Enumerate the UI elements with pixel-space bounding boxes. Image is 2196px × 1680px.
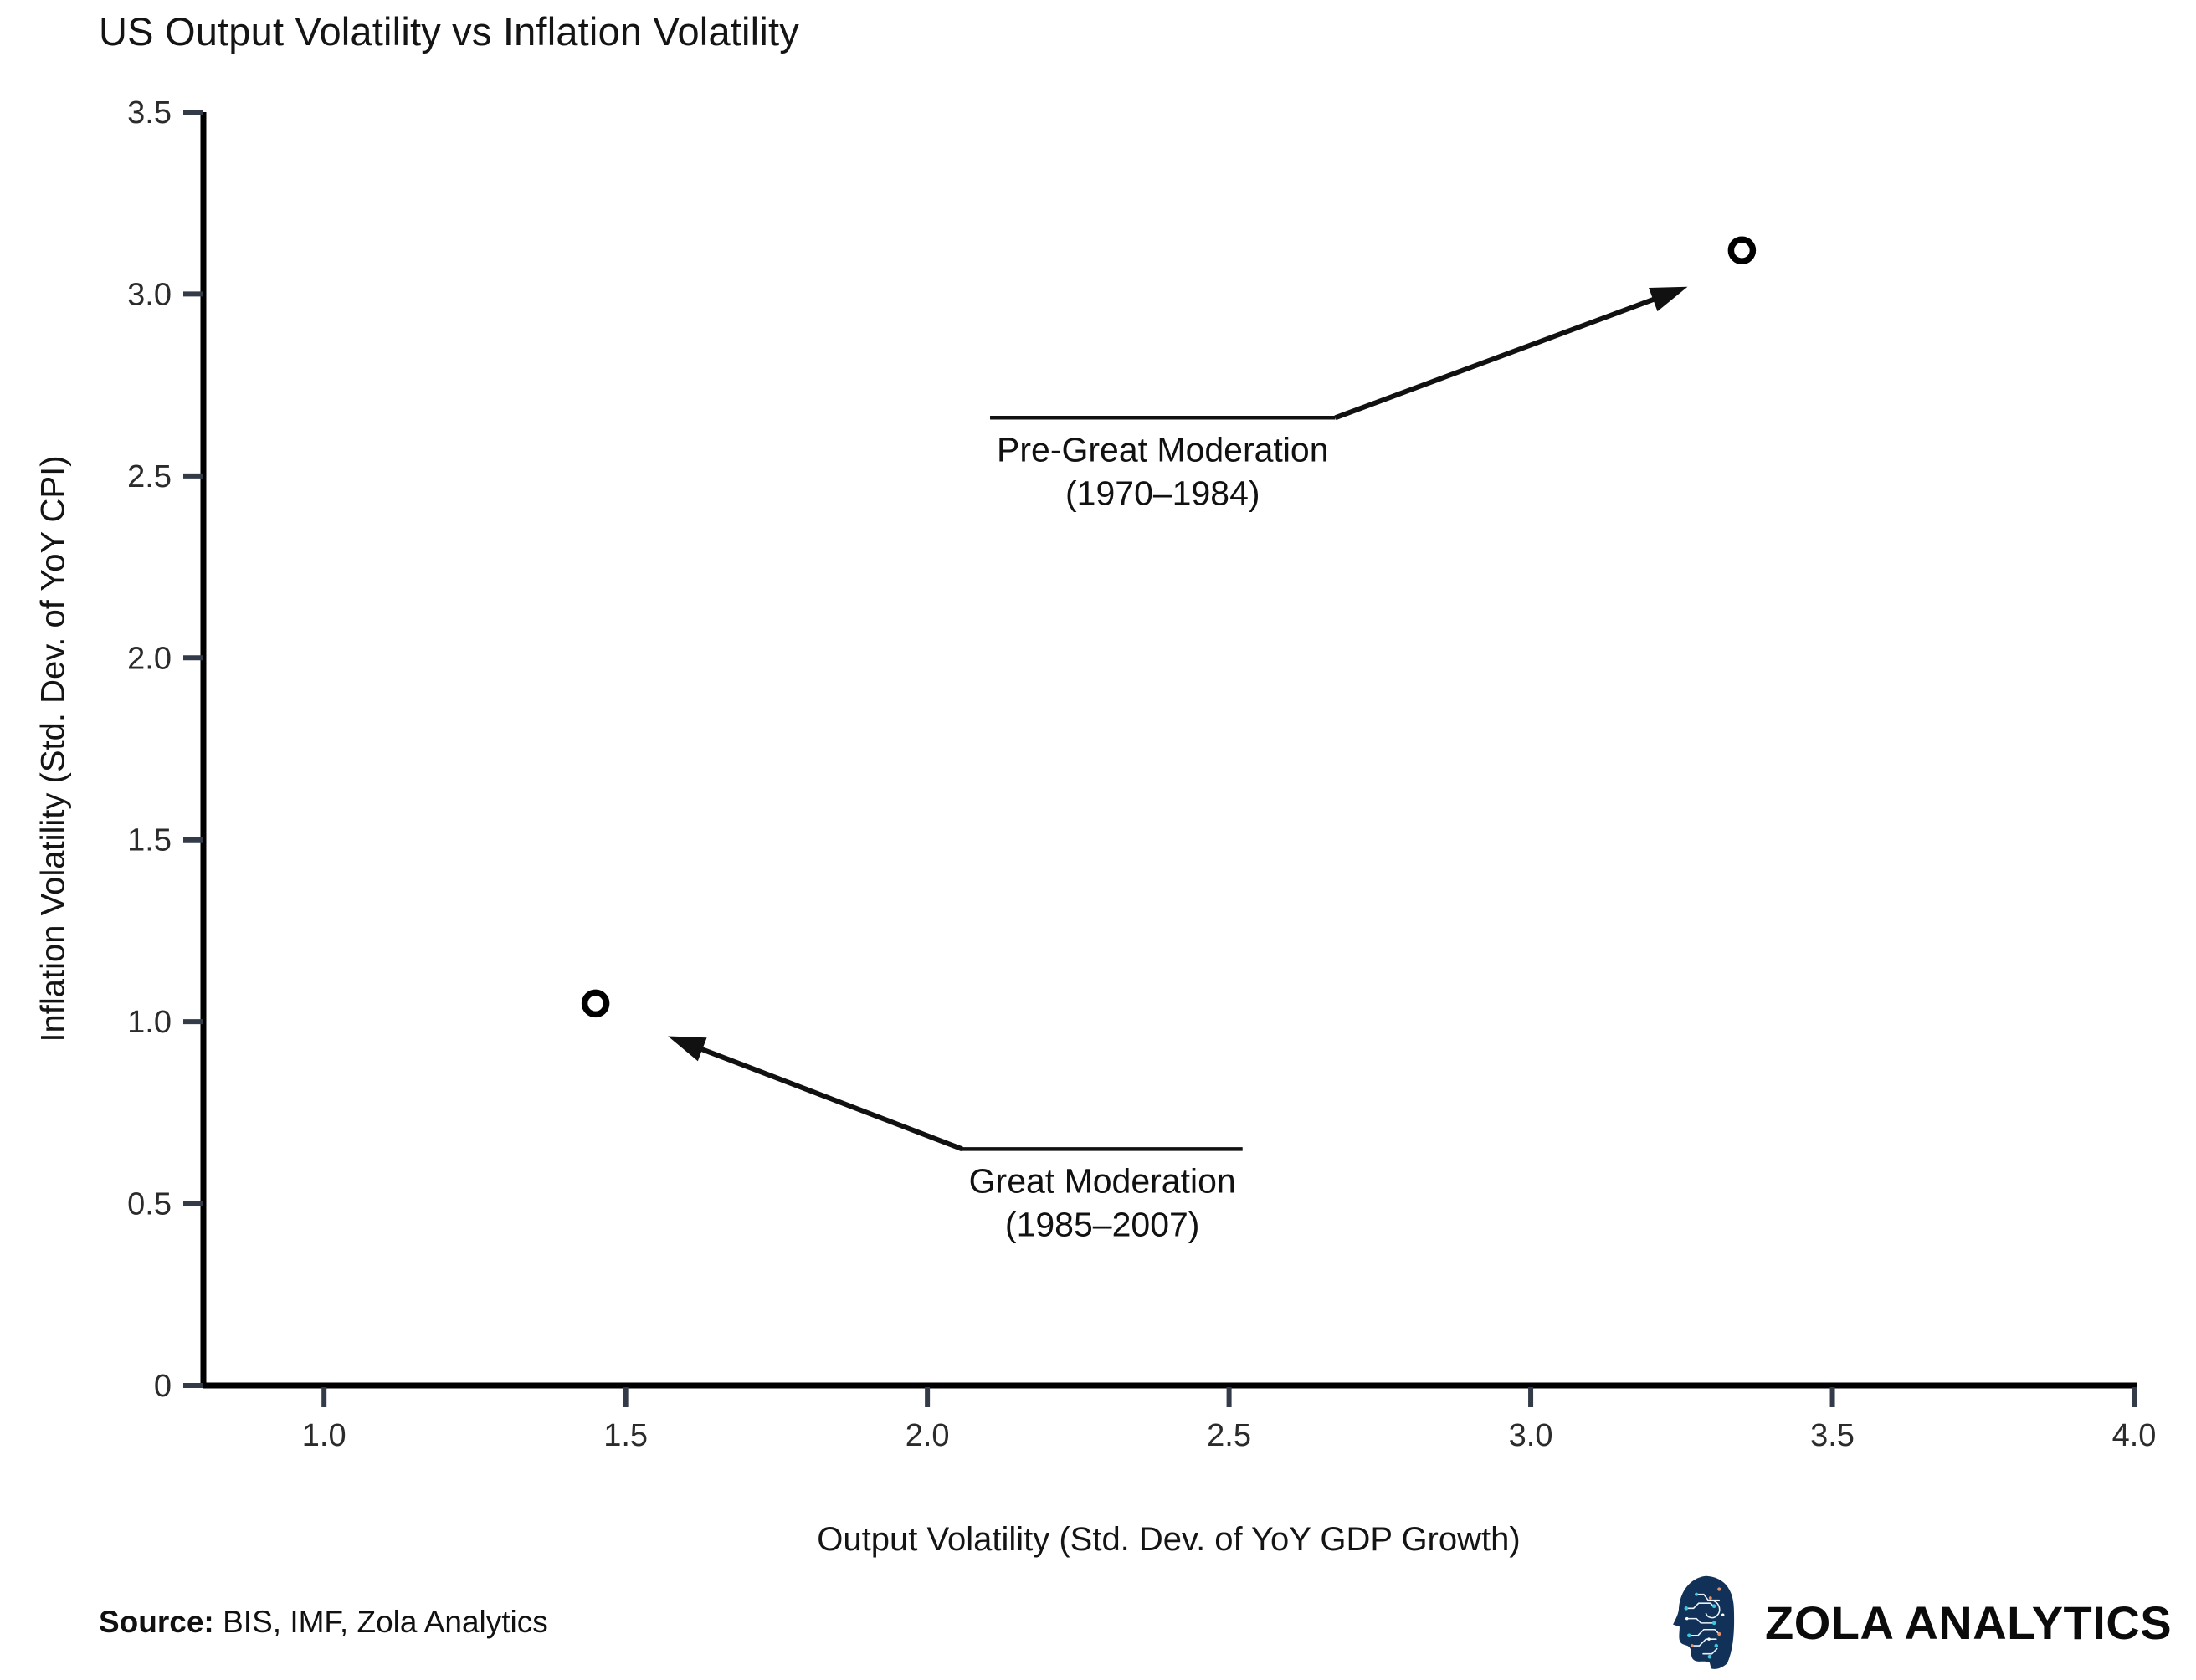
annotation-label-line2: (1985–2007) bbox=[1005, 1205, 1200, 1243]
annotation-label-line1: Great Moderation bbox=[969, 1161, 1236, 1200]
annotation-arrow-line bbox=[1334, 295, 1659, 421]
x-tick-label: 3.0 bbox=[1509, 1418, 1553, 1453]
source-line: Source: BIS, IMF, Zola Analytics bbox=[99, 1605, 548, 1640]
annotation-arrow-line bbox=[696, 1045, 963, 1152]
brand-name: ZOLA ANALYTICS bbox=[1765, 1595, 2173, 1649]
x-tick-label: 2.0 bbox=[906, 1418, 950, 1453]
x-axis-title: Output Volatility (Std. Dev. of YoY GDP … bbox=[817, 1521, 1521, 1558]
y-tick-label: 2.5 bbox=[127, 459, 172, 494]
chart-title: US Output Volatility vs Inflation Volati… bbox=[99, 9, 799, 54]
y-tick-label: 3.5 bbox=[127, 95, 172, 131]
x-tick-label: 3.5 bbox=[1810, 1418, 1855, 1453]
y-tick-label: 0.5 bbox=[127, 1187, 172, 1222]
y-tick-label: 1.5 bbox=[127, 823, 172, 858]
source-text: BIS, IMF, Zola Analytics bbox=[223, 1605, 548, 1639]
annotation-arrowhead bbox=[668, 1036, 707, 1062]
y-tick-label: 1.0 bbox=[127, 1005, 172, 1040]
x-tick-label: 2.5 bbox=[1207, 1418, 1251, 1453]
annotation-label-line2: (1970–1984) bbox=[1065, 474, 1260, 512]
y-tick-label: 3.0 bbox=[127, 277, 172, 312]
data-point-marker bbox=[1727, 236, 1757, 264]
annotation-label-line1: Pre-Great Moderation bbox=[997, 430, 1329, 469]
brand-lockup: ZOLA ANALYTICS bbox=[1670, 1575, 2172, 1670]
brand-head-icon bbox=[1673, 1575, 1735, 1669]
source-label: Source: bbox=[99, 1605, 214, 1639]
y-tick-label: 2.0 bbox=[127, 641, 172, 676]
x-tick-label: 1.5 bbox=[603, 1418, 648, 1453]
data-point-marker bbox=[581, 989, 610, 1018]
y-tick-label: 0 bbox=[154, 1369, 172, 1404]
x-tick-label: 1.0 bbox=[302, 1418, 346, 1453]
annotation-arrowhead bbox=[1649, 286, 1688, 312]
x-tick-label: 4.0 bbox=[2112, 1418, 2157, 1453]
